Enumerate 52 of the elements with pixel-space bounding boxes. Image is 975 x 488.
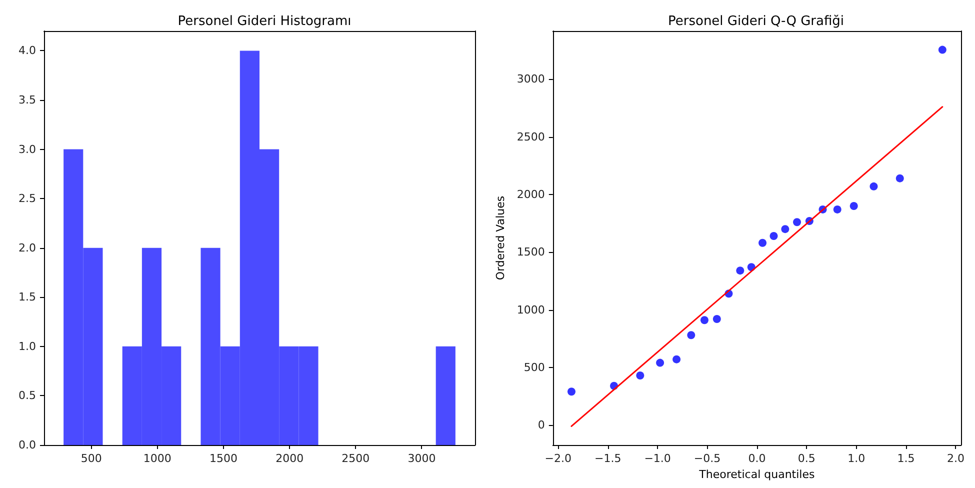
x-tick-label: 2500: [342, 452, 370, 465]
x-tick-label: 1000: [143, 452, 172, 465]
x-tick-label: 2.0: [946, 452, 964, 465]
x-tick-label: 3000: [408, 452, 436, 465]
point: [656, 358, 664, 367]
y-tick-label: 0.5: [18, 389, 36, 402]
point: [712, 314, 721, 323]
y-tick-label: 1500: [516, 246, 545, 259]
y-tick-label: 2.5: [18, 192, 36, 206]
x-tick-label: −1.5: [594, 452, 622, 465]
point: [896, 174, 904, 182]
y-tick-label: 0: [538, 418, 545, 432]
point: [687, 331, 696, 340]
x-tick-label: 1.0: [848, 452, 866, 465]
point: [793, 218, 801, 226]
y-tick-label: 3000: [516, 72, 545, 86]
y-tick-label: 2.0: [18, 241, 36, 254]
x-tick-label: 1.5: [897, 452, 915, 465]
y-tick-label: 2500: [516, 130, 545, 144]
y-tick-label: 500: [524, 360, 545, 374]
x-axis-title: Theoretical quantiles: [698, 468, 815, 481]
point: [781, 225, 790, 234]
chart-title: Personel Gideri Q-Q Grafiği: [668, 14, 844, 29]
point: [870, 182, 878, 190]
y-tick-label: 1.0: [18, 340, 36, 353]
y-tick-label: 1000: [516, 303, 545, 316]
chart-title: Personel Gideri Histogramı: [178, 14, 352, 29]
y-axis-title: Ordered Values: [494, 196, 507, 280]
point: [770, 232, 778, 240]
x-tick-label: −0.5: [694, 452, 721, 465]
x-tick-label: 500: [80, 452, 102, 465]
point: [700, 316, 708, 324]
y-tick-label: 4.0: [18, 44, 36, 58]
x-tick-label: −2.0: [544, 452, 572, 465]
point: [672, 355, 681, 364]
point: [636, 371, 644, 380]
x-tick-label: 2000: [276, 452, 304, 465]
y-tick-label: 0.0: [18, 438, 36, 452]
x-tick-label: 0.0: [748, 452, 766, 465]
point: [833, 205, 842, 214]
point: [758, 238, 767, 247]
y-tick-label: 3.5: [18, 94, 36, 106]
y-tick-label: 1.5: [18, 290, 36, 304]
x-tick-label: −1.0: [644, 452, 671, 465]
point: [850, 202, 858, 210]
point: [736, 266, 744, 275]
point: [938, 46, 946, 54]
x-tick-label: 1500: [209, 452, 238, 465]
y-tick-label: 3.0: [18, 142, 36, 156]
x-tick-label: 0.5: [798, 452, 816, 465]
point: [567, 388, 576, 396]
y-tick-label: 2000: [516, 188, 545, 201]
